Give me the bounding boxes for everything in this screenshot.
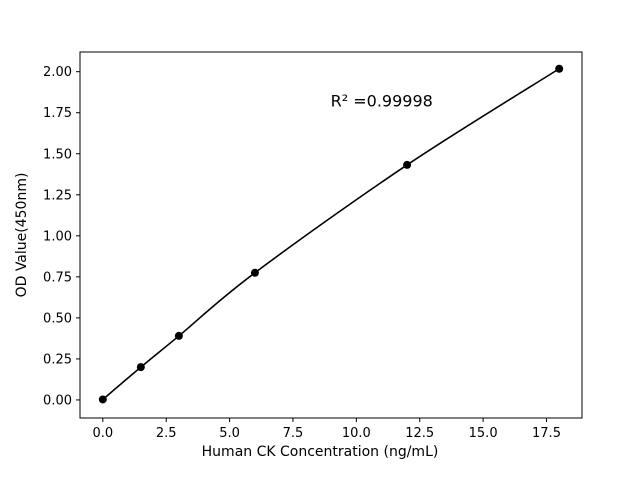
x-tick-label: 12.5 bbox=[405, 426, 434, 441]
x-tick-label: 0.0 bbox=[92, 426, 113, 441]
y-tick-label: 0.25 bbox=[43, 352, 72, 367]
x-axis-label: Human CK Concentration (ng/mL) bbox=[201, 444, 439, 460]
x-tick-label: 15.0 bbox=[469, 426, 498, 441]
data-point bbox=[136, 363, 145, 372]
y-tick-label: 2.00 bbox=[43, 65, 72, 80]
data-point bbox=[555, 64, 564, 73]
data-point bbox=[174, 331, 183, 340]
x-tick-label: 17.5 bbox=[532, 426, 561, 441]
y-tick-label: 1.25 bbox=[43, 188, 72, 203]
r-squared-annotation: R² =0.99998 bbox=[330, 91, 433, 111]
y-tick-label: 0.50 bbox=[43, 311, 72, 326]
y-tick-label: 0.75 bbox=[43, 270, 72, 285]
y-tick-label: 1.75 bbox=[43, 106, 72, 121]
x-tick-label: 7.5 bbox=[283, 426, 304, 441]
x-tick-label: 10.0 bbox=[342, 426, 371, 441]
data-point bbox=[250, 268, 259, 277]
y-tick-label: 1.00 bbox=[43, 229, 72, 244]
data-point bbox=[98, 395, 107, 404]
x-tick-label: 5.0 bbox=[219, 426, 240, 441]
axes-spines bbox=[79, 51, 583, 419]
y-axis-label: OD Value(450nm) bbox=[14, 172, 30, 298]
y-tick-label: 0.00 bbox=[43, 393, 72, 408]
y-tick-label: 1.50 bbox=[43, 147, 72, 162]
x-tick-label: 2.5 bbox=[156, 426, 177, 441]
data-point bbox=[403, 160, 412, 169]
curve-line bbox=[102, 68, 560, 401]
